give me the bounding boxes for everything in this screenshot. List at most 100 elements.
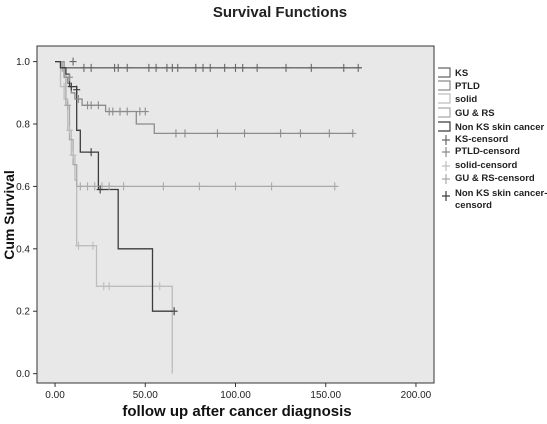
censor-mark-ptld (213, 129, 221, 138)
censor-mark-ptld (65, 73, 73, 82)
censor-mark-ptld (325, 129, 333, 138)
censor-mark-ptld (277, 129, 285, 138)
censor-mark-ks (145, 63, 153, 72)
x-tick-label: 50.00 (133, 390, 158, 401)
censor-mark-ks (80, 63, 88, 72)
censor-mark-solid (105, 282, 113, 291)
x-tick-label: 100.00 (220, 390, 251, 401)
legend-label: solid-censord (455, 160, 517, 171)
censor-mark-solid (156, 282, 164, 291)
x-tick-label: 0.00 (45, 390, 65, 401)
censor-mark-non-ks-skin-cancer (87, 148, 95, 157)
legend-label: KS-censord (455, 134, 509, 145)
legend-swatch (438, 80, 451, 91)
censor-mark-ks (123, 63, 131, 72)
censor-mark-ks (69, 57, 77, 66)
censor-mark-ptld (109, 107, 117, 116)
legend-censor-swatch (442, 147, 450, 157)
censor-mark-solid (65, 126, 73, 135)
legend-label: solid (455, 94, 477, 105)
legend-swatch (438, 107, 451, 118)
censor-mark-ks (232, 63, 239, 72)
y-axis-title: Cum Survival (1, 170, 17, 259)
censor-mark-ks (354, 63, 362, 72)
censor-mark-non-ks-skin-cancer (170, 307, 178, 316)
censor-mark-gu-rs (91, 182, 99, 191)
x-axis: 0.00 50.00 100.00 150.00 200.00 (45, 383, 432, 401)
censor-mark-gu-rs (331, 182, 339, 191)
legend-label: PTLD-censord (455, 146, 520, 157)
censor-mark-ks (282, 63, 290, 72)
censor-mark-gu-rs (64, 101, 72, 110)
y-tick-label: 0.8 (16, 120, 30, 131)
legend-swatch (438, 93, 451, 104)
y-tick-label: 0.0 (16, 369, 30, 380)
censor-mark-ptld (87, 101, 95, 110)
legend-swatch (438, 67, 451, 78)
censor-mark-solid (69, 151, 77, 160)
censor-mark-ptld (172, 129, 180, 138)
censor-mark-ks (192, 63, 200, 72)
censor-mark-non-ks-skin-cancer (96, 185, 104, 194)
y-tick-label: 0.6 (16, 182, 30, 193)
censor-mark-non-ks-skin-cancer (67, 82, 75, 91)
plot-area (36, 45, 435, 384)
legend-label: Non KS skin cancer-censord (455, 188, 547, 211)
censor-marks (60, 57, 362, 316)
chart-title: Survival Functions (213, 4, 347, 21)
censor-mark-ptld (75, 95, 83, 104)
censor-mark-ks (253, 63, 261, 72)
legend-label: GU & RS-censord (455, 173, 535, 184)
censor-mark-ks (206, 63, 214, 72)
y-tick-label: 0.2 (16, 307, 30, 318)
y-tick-label: 0.4 (16, 244, 30, 255)
censor-mark-ks (174, 63, 182, 72)
x-axis-title: follow up after cancer diagnosis (122, 403, 351, 420)
x-tick-label: 200.00 (401, 390, 432, 401)
legend-swatch (438, 121, 451, 132)
censor-mark-ptld (181, 129, 189, 138)
x-tick-label: 150.00 (310, 390, 341, 401)
censor-mark-ptld (296, 129, 304, 138)
censor-mark-gu-rs (120, 182, 128, 191)
series-line-non-ks-skin-cancer (55, 60, 173, 312)
censor-mark-gu-rs (232, 182, 239, 191)
censor-mark-ptld (349, 129, 357, 138)
y-axis: 0.0 0.2 0.4 0.6 0.8 1.0 (16, 57, 37, 380)
censor-mark-ptld (241, 129, 249, 138)
legend-label: KS (455, 68, 468, 79)
legend-censor-swatch (442, 135, 450, 145)
censor-mark-gu-rs (84, 182, 92, 191)
censor-mark-ks (239, 63, 247, 72)
legend-label: PTLD (455, 81, 480, 92)
legend-label: Non KS skin cancer (455, 122, 545, 133)
censor-mark-solid (60, 82, 68, 91)
censor-mark-ptld (141, 107, 149, 116)
censor-mark-ks (114, 63, 122, 72)
legend-label: GU & RS (455, 108, 495, 119)
y-tick-label: 1.0 (16, 57, 30, 68)
censor-mark-ks (221, 63, 229, 72)
censor-mark-ks (152, 63, 160, 72)
censor-mark-ptld (123, 107, 131, 116)
censor-mark-ptld (116, 107, 124, 116)
censor-mark-non-ks-skin-cancer (73, 85, 81, 94)
censor-mark-ptld (94, 101, 102, 110)
censor-mark-gu-rs (268, 182, 276, 191)
censor-mark-gu-rs (76, 182, 84, 191)
censor-mark-ks (199, 63, 207, 72)
censor-mark-ks (340, 63, 348, 72)
legend-censor-swatch (442, 174, 450, 184)
censor-mark-ks (307, 63, 315, 72)
censor-mark-gu-rs (195, 182, 203, 191)
legend: KS PTLD solid GU & RS Non KS skin cancerKS-c… (438, 67, 547, 211)
censor-mark-gu-rs (105, 182, 113, 191)
censor-mark-solid (89, 241, 97, 250)
legend-censor-swatch (442, 191, 450, 201)
censor-mark-solid (75, 241, 83, 250)
censor-mark-gu-rs (159, 182, 167, 191)
series-line-gu-rs (55, 60, 339, 188)
censor-mark-ks (87, 63, 95, 72)
legend-censor-swatch (442, 161, 450, 171)
